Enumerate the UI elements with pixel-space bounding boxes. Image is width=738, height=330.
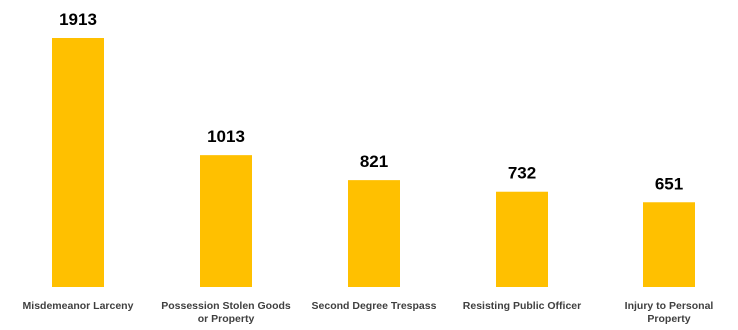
value-labels-group: 1913 1013 821 732 651	[59, 10, 683, 193]
category-label-5: Injury to Personal Property	[625, 300, 714, 325]
category-label-2: Possession Stolen Goods or Property	[161, 300, 291, 325]
value-label-1: 1913	[59, 10, 97, 29]
category-label-1: Misdemeanor Larceny	[23, 300, 134, 312]
value-label-2: 1013	[207, 127, 245, 146]
bars-group	[52, 38, 695, 287]
category-labels-group: Misdemeanor Larceny Possession Stolen Goo…	[23, 300, 714, 325]
bar-5	[643, 202, 695, 287]
bar-2	[200, 155, 252, 287]
category-label-3: Second Degree Trespass	[312, 300, 437, 312]
value-label-5: 651	[655, 174, 683, 193]
bar-3	[348, 180, 400, 287]
bar-4	[496, 191, 548, 287]
bar-1	[52, 38, 104, 287]
category-label-4: Resisting Public Officer	[463, 300, 581, 312]
value-label-4: 732	[508, 164, 536, 183]
value-label-3: 821	[360, 152, 388, 171]
